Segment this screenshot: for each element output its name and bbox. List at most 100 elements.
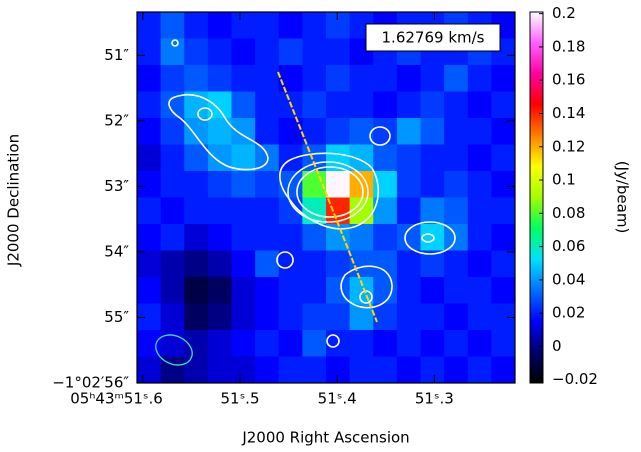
cell xyxy=(302,330,327,357)
title-box xyxy=(365,23,501,52)
cell xyxy=(467,144,492,172)
beam xyxy=(155,334,193,366)
cell xyxy=(420,118,445,145)
cell xyxy=(278,38,303,66)
colorbar-tick-label: −0.02 xyxy=(552,370,598,388)
cell xyxy=(255,12,280,39)
contour xyxy=(168,93,269,171)
cell xyxy=(207,65,232,92)
cell xyxy=(184,277,209,304)
colorbar-tick-label: 0.16 xyxy=(552,71,585,89)
plot-frame xyxy=(136,11,516,384)
cell xyxy=(255,277,280,304)
cell xyxy=(444,171,469,198)
cell xyxy=(467,197,492,225)
cell xyxy=(231,12,256,39)
cell xyxy=(373,356,398,384)
colorbar-tick-label: 0.1 xyxy=(552,171,576,189)
cell xyxy=(255,356,280,384)
cell xyxy=(491,224,516,251)
cell xyxy=(444,118,469,145)
cell xyxy=(467,277,492,304)
contour xyxy=(197,107,213,121)
colorbar-tick-label: 0.18 xyxy=(552,37,585,55)
cell xyxy=(160,224,185,251)
cell xyxy=(420,277,445,304)
cell xyxy=(444,197,469,225)
cell xyxy=(302,356,327,384)
cell xyxy=(160,12,185,39)
cell xyxy=(420,330,445,357)
contour xyxy=(276,251,294,269)
x-tick-label: 05ʰ43ᵐ51ˢ.6 xyxy=(70,390,163,408)
cell xyxy=(420,144,445,172)
cell xyxy=(491,91,516,119)
cell xyxy=(420,224,445,251)
cell xyxy=(184,303,209,331)
cell xyxy=(396,250,421,278)
cell xyxy=(231,356,256,384)
cell xyxy=(349,330,374,357)
y-tick-label: 53″ xyxy=(104,177,129,195)
cell xyxy=(444,330,469,357)
cell xyxy=(467,356,492,384)
cell xyxy=(184,250,209,278)
cell xyxy=(160,330,185,357)
cell xyxy=(137,38,162,66)
cell xyxy=(231,197,256,225)
cell xyxy=(255,250,280,278)
cell xyxy=(373,118,398,145)
cell xyxy=(467,91,492,119)
cell xyxy=(184,118,209,145)
cell xyxy=(467,224,492,251)
cell xyxy=(278,12,303,39)
cell xyxy=(396,144,421,172)
cell xyxy=(467,250,492,278)
colorbar-tick-label: 0 xyxy=(552,337,562,355)
colorbar-label: (Jy/beam) xyxy=(614,161,632,234)
cell xyxy=(207,12,232,39)
cell xyxy=(207,330,232,357)
cell xyxy=(278,303,303,331)
cell xyxy=(396,356,421,384)
cell xyxy=(349,224,374,251)
cell xyxy=(137,171,162,198)
contour xyxy=(359,290,373,304)
cell xyxy=(184,65,209,92)
cell xyxy=(349,91,374,119)
cell xyxy=(160,303,185,331)
cell xyxy=(444,356,469,384)
y-axis-label: J2000 Declination xyxy=(5,134,23,267)
cell xyxy=(396,171,421,198)
cell xyxy=(184,12,209,39)
cell xyxy=(373,277,398,304)
cell xyxy=(137,197,162,225)
contour xyxy=(369,126,391,146)
cell xyxy=(467,65,492,92)
cell xyxy=(302,91,327,119)
cell xyxy=(184,197,209,225)
cell xyxy=(231,250,256,278)
x-tick-label: 51ˢ.5 xyxy=(221,390,260,408)
colorbar-tick-label: 0.06 xyxy=(552,237,585,255)
cell xyxy=(373,330,398,357)
cell xyxy=(255,144,280,172)
cell xyxy=(231,38,256,66)
colorbar-tick-label: 0.08 xyxy=(552,204,585,222)
cell xyxy=(255,330,280,357)
colorbar xyxy=(529,11,544,384)
cell xyxy=(302,303,327,331)
cell xyxy=(396,197,421,225)
cell xyxy=(326,118,351,145)
cell xyxy=(491,144,516,172)
cell xyxy=(137,277,162,304)
cell xyxy=(137,250,162,278)
cell xyxy=(255,38,280,66)
cell xyxy=(231,224,256,251)
cell xyxy=(491,356,516,384)
colorbar-tick-label: 0.04 xyxy=(552,270,585,288)
cell xyxy=(491,250,516,278)
cell xyxy=(491,277,516,304)
cell xyxy=(349,144,374,172)
cell xyxy=(184,224,209,251)
